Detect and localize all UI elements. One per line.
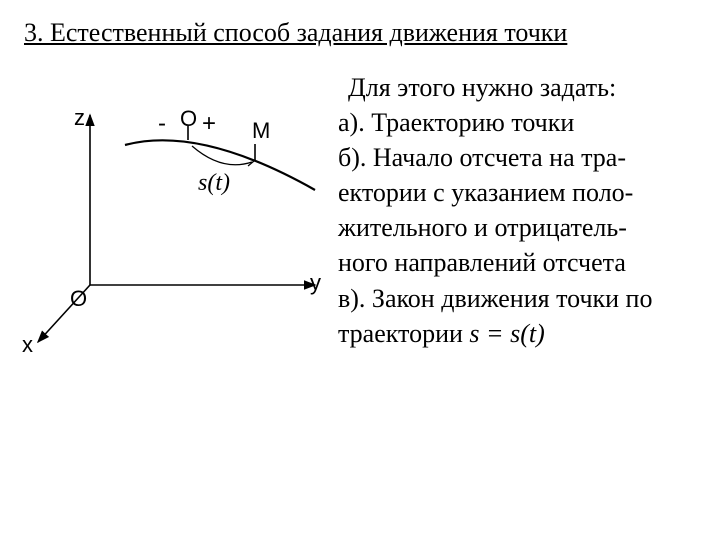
item-c: в). Закон движения точки по траектории s…: [338, 281, 708, 351]
point-m-label: M: [252, 118, 270, 144]
arc-formula-text: s(t): [198, 170, 230, 196]
minus-label: -: [158, 110, 166, 138]
y-axis-label: y: [310, 270, 321, 296]
z-axis-label: z: [74, 105, 85, 131]
x-axis-label: x: [22, 332, 33, 358]
curve-origin-label: O: [180, 106, 197, 132]
item-a: а). Траекторию точки: [338, 105, 708, 140]
diagram-svg: [20, 70, 330, 370]
item-b: б). Начало отсчета на тра- ектории с ука…: [338, 140, 708, 280]
page-title: 3. Естественный способ задания движения …: [24, 18, 567, 48]
item-c-formula: s = s(t): [469, 319, 544, 348]
intro-line: Для этого нужно задать:: [338, 70, 708, 105]
description-text: Для этого нужно задать: а). Траекторию т…: [338, 70, 708, 351]
origin-label: O: [70, 286, 87, 312]
plus-label: +: [202, 110, 216, 138]
coordinate-diagram: z y x O - O + M s(t): [20, 70, 330, 370]
arc-formula-label: s(t): [198, 170, 230, 197]
